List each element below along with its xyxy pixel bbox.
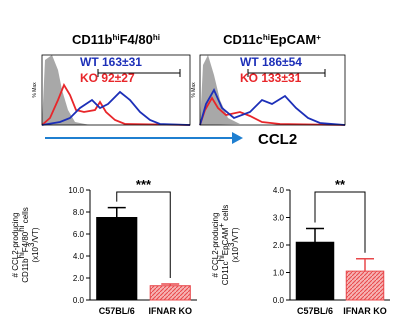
bar — [295, 241, 335, 301]
histogram-panel: CD11chiEpCAM+ % Max WT 186±54 KO 133±31 — [191, 32, 346, 126]
superscript: hi — [217, 255, 226, 261]
y-tick-label: 10.0 — [68, 186, 84, 195]
y-tick-label: 8.0 — [73, 208, 85, 217]
superscript: + — [316, 33, 321, 42]
superscript: 3 — [227, 242, 236, 247]
text-part: CD11c — [223, 32, 263, 47]
ko-curve — [41, 82, 191, 126]
ko-label: KO 133±31 — [240, 71, 302, 85]
significance: ** — [335, 177, 346, 192]
histogram-panel: CD11bhiF4/80hi % Max WT 163±31 KO 92±27 — [32, 32, 191, 126]
significance: *** — [136, 177, 152, 192]
significance-bracket — [116, 191, 171, 279]
text-part: CD11c — [221, 261, 230, 285]
wt-label: WT 163±31 — [80, 55, 142, 69]
y-label: CD11bhiF4/80hi cells — [17, 207, 31, 282]
y-label: CD11chiEpCAM+ cells — [217, 205, 231, 286]
text-part: # CCL2-producing — [211, 213, 220, 278]
y-label: (x103/VT) — [227, 227, 241, 262]
wt-label: WT 186±54 — [240, 55, 302, 69]
bar — [96, 217, 138, 301]
text-part: (x10 — [231, 246, 240, 262]
panel-title: CD11chiEpCAM+ — [223, 32, 321, 47]
y-label: # CCL2-producing — [211, 213, 220, 278]
text-part: F4/80 — [120, 32, 153, 47]
wt-curve — [41, 90, 191, 126]
y-tick-label: 2.0 — [73, 274, 85, 283]
gate — [97, 69, 181, 77]
bar — [345, 270, 385, 301]
y-tick-label: 0.0 — [273, 296, 285, 305]
y-tick-label: 4.0 — [73, 252, 85, 261]
y-label: (x103/VT) — [27, 227, 41, 262]
text-part: EpCAM — [221, 227, 230, 255]
x-tick-label: C57BL/6 — [99, 306, 135, 316]
y-label: % Max — [191, 82, 197, 98]
plot-frame — [199, 54, 346, 126]
ko-label: KO 92±27 — [80, 71, 135, 85]
superscript: hi — [263, 33, 270, 42]
bar — [149, 285, 191, 301]
y-tick-label: 3.0 — [273, 214, 285, 223]
superscript: hi — [17, 225, 26, 231]
text-part: F4/80 — [21, 231, 30, 252]
text-part: CD11b — [21, 258, 30, 283]
y-tick-label: 2.0 — [273, 241, 285, 250]
text-part: EpCAM — [270, 32, 316, 47]
plot-frame — [41, 54, 191, 126]
text-part: /VT) — [231, 227, 240, 242]
y-label: # CCL2-producing — [11, 213, 20, 278]
text-part: # CCL2-producing — [11, 213, 20, 278]
gate — [247, 69, 326, 77]
text-part: /VT) — [31, 227, 40, 242]
significance-bracket — [314, 191, 366, 253]
panel-title: CD11bhiF4/80hi — [72, 32, 160, 47]
superscript: + — [217, 223, 226, 228]
arrow-head — [232, 132, 243, 144]
y-tick-label: 6.0 — [73, 230, 85, 239]
y-tick-label: 1.0 — [273, 269, 285, 278]
superscript: hi — [113, 33, 120, 42]
wt-curve — [199, 88, 346, 126]
superscript: hi — [17, 252, 26, 258]
text-part: (x10 — [31, 246, 40, 262]
ko-curve — [199, 96, 346, 126]
superscript: hi — [153, 33, 160, 42]
x-tick-label: IFNAR KO — [149, 306, 193, 316]
text-part: CD11b — [72, 32, 113, 47]
text-part: cells — [21, 207, 30, 225]
x-tick-label: C57BL/6 — [297, 306, 333, 316]
superscript: 3 — [27, 242, 36, 247]
x-label: CCL2 — [258, 131, 297, 148]
x-tick-label: IFNAR KO — [343, 306, 387, 316]
text-part: cells — [221, 205, 230, 223]
y-tick-label: 4.0 — [273, 186, 285, 195]
y-tick-label: 0.0 — [73, 296, 85, 305]
isotype-curve — [200, 55, 240, 125]
y-label: % Max — [32, 82, 38, 98]
